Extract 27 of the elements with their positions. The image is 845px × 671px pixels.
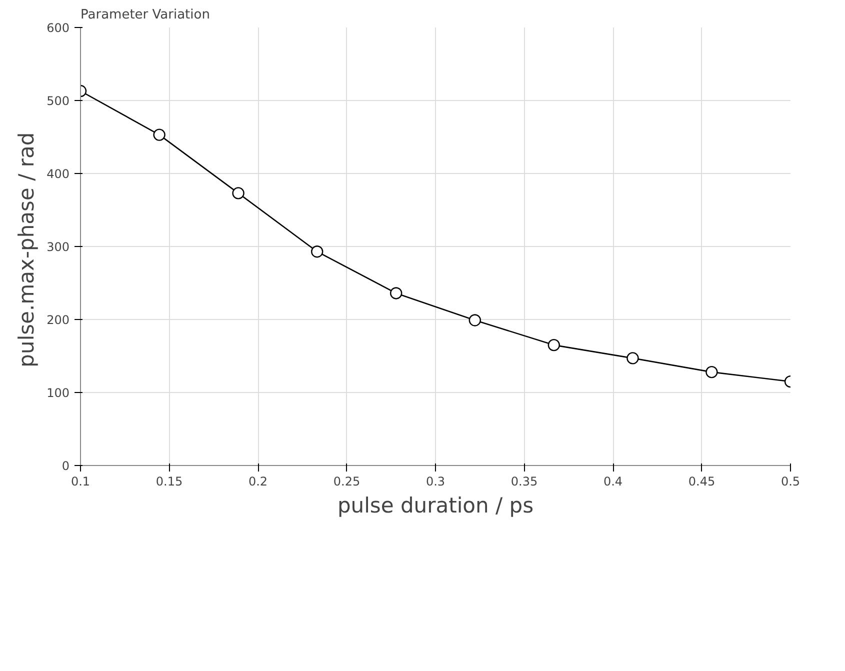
x-tick-label: 0.25 [333,474,360,488]
x-tick-label: 0.3 [426,474,446,488]
point [153,128,166,141]
x-tick-label: 0.4 [603,474,623,488]
point [468,314,482,326]
y-tick-label: 400 [46,167,70,181]
x-tick-label: 0.1 [70,474,90,488]
y-tick-label: 300 [46,240,70,254]
chart-title: Parameter Variation [80,8,210,22]
x-tick-label: 0.45 [688,474,716,488]
x-tick-label: 0.5 [780,474,800,488]
point [311,246,324,258]
x-axis-title: pulse duration / ps [337,494,534,518]
point [390,287,402,300]
point [232,187,244,200]
point [626,352,639,364]
x-tick-label: 0.15 [156,474,183,488]
point [548,338,560,352]
y-tick-label: 0 [62,459,70,473]
y-axis-title: pulse.max-phase / rad [14,132,39,368]
y-tick-label: 600 [46,21,70,35]
y-tick-label: 100 [46,386,70,400]
y-tick-label: 200 [46,313,70,327]
x-tick-label: 0.35 [510,474,538,488]
y-tick-label: 500 [46,94,70,108]
point [706,366,718,378]
x-tick-label: 0.2 [248,474,268,488]
